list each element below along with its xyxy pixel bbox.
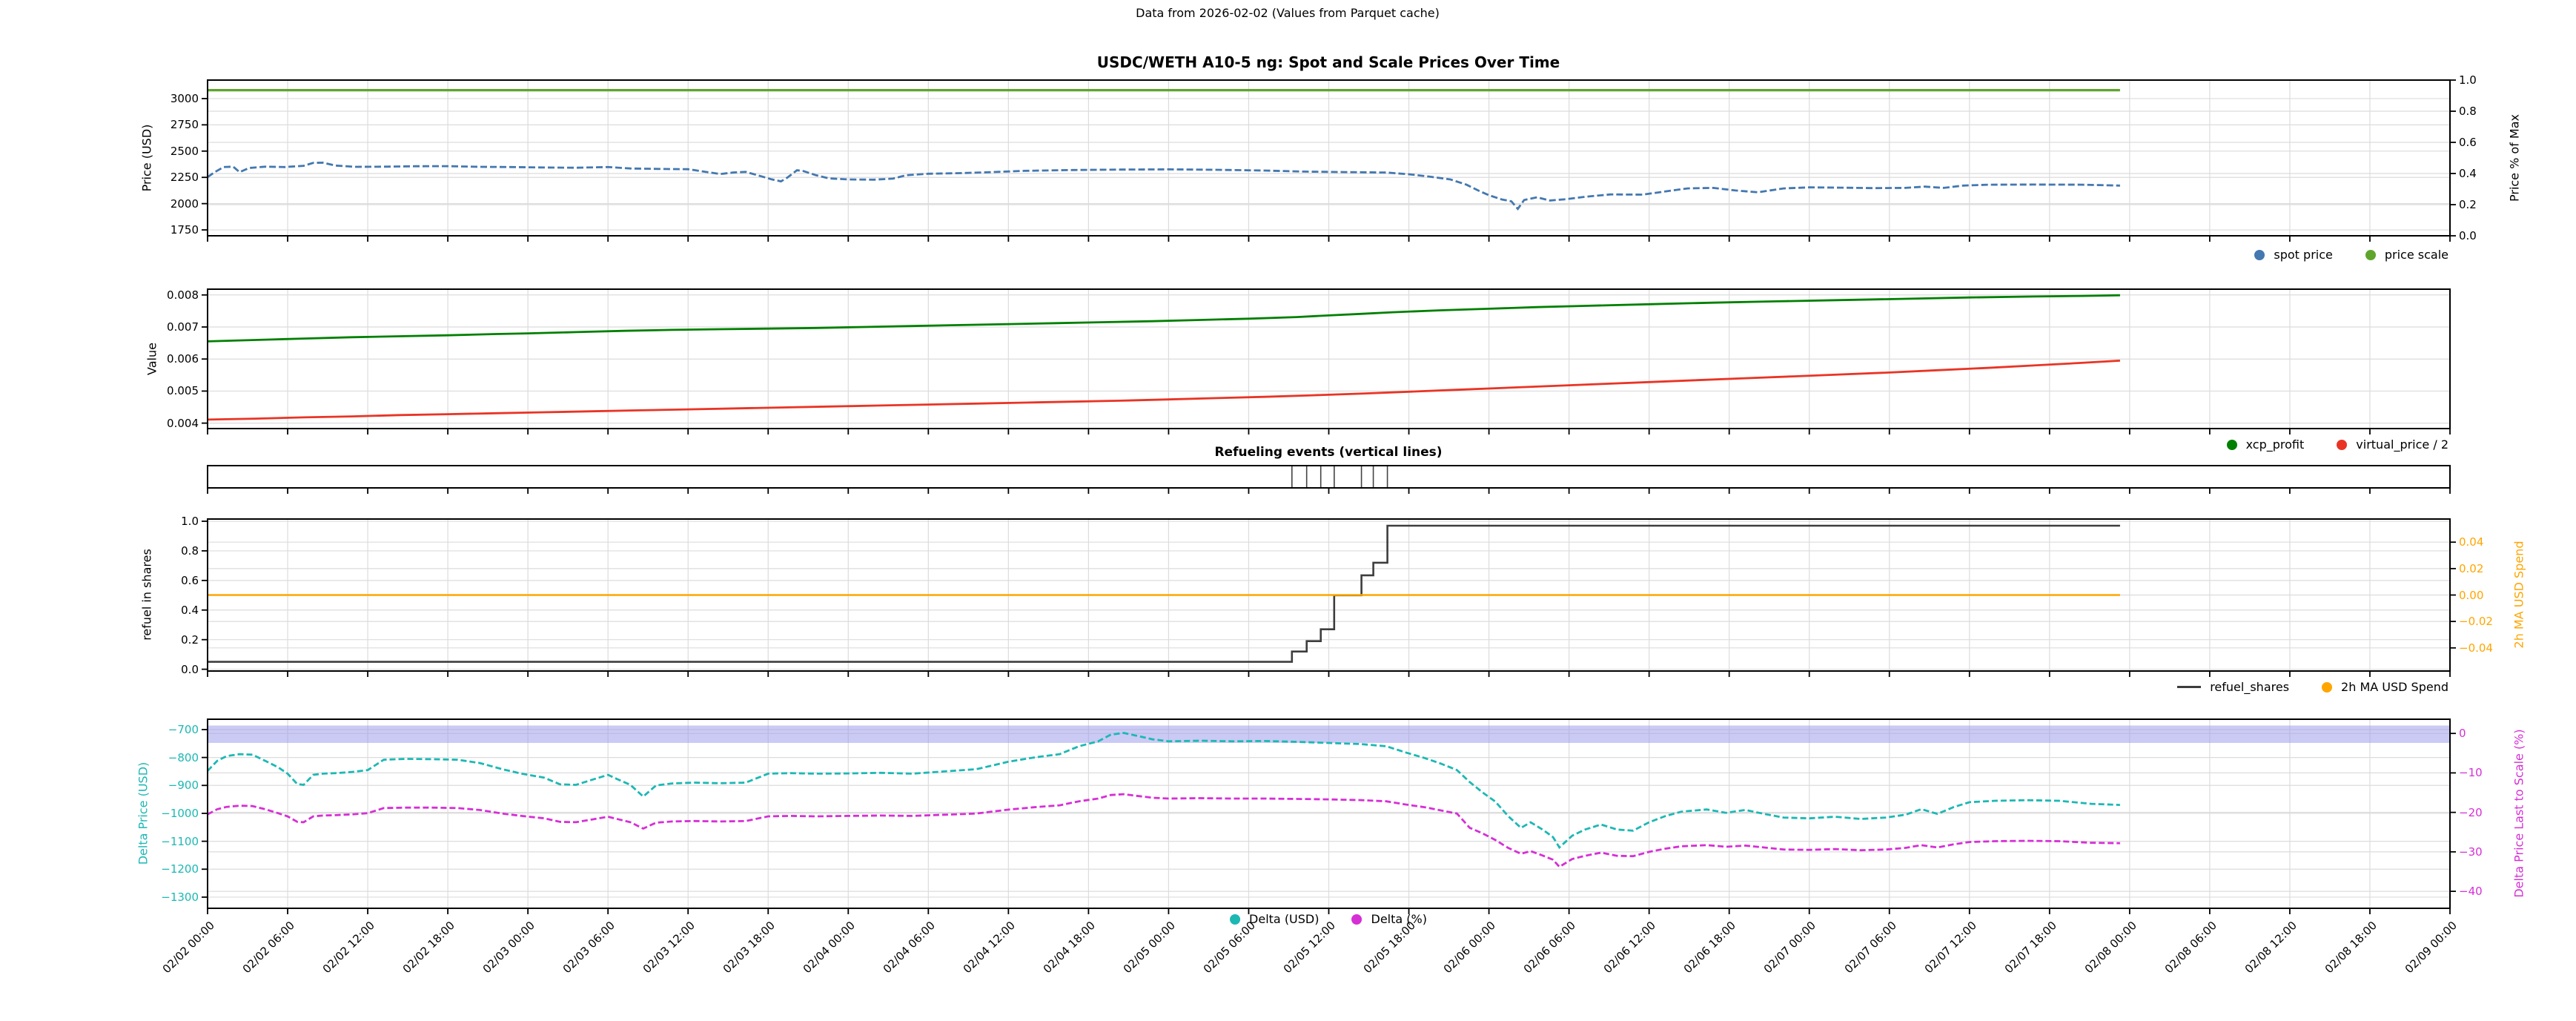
legend-item-delta-pct: Delta (%): [1351, 912, 1427, 926]
delta-left-tick-label: −900: [168, 779, 199, 793]
legend-label: 2h MA USD Spend: [2341, 680, 2448, 694]
legend-label: refuel_shares: [2210, 680, 2290, 694]
value-left-tick-label: 0.005: [167, 384, 199, 398]
value-left-tick-label: 0.007: [167, 320, 199, 334]
delta-left-tick-label: −1000: [161, 806, 199, 820]
value-left-tick-label: 0.008: [167, 288, 199, 302]
refuel-shares-line-icon: [2177, 686, 2202, 688]
usd-spend-dot-icon: [2322, 681, 2333, 693]
delta-left-tick-label: −1300: [161, 890, 199, 904]
xcp-profit-dot-icon: [2226, 439, 2237, 450]
refuel-legend: refuel_shares 2h MA USD Spend: [2177, 680, 2448, 694]
delta-left-tick-label: −800: [168, 750, 199, 764]
price-right-axis-label: Price % of Max: [2507, 114, 2522, 202]
legend-item-refuel-shares: refuel_shares: [2177, 680, 2289, 694]
price-left-axis-label: Price (USD): [139, 124, 154, 192]
refuel-strip-title: Refueling events (vertical lines): [1214, 445, 1443, 460]
price-left-tick-label: 2750: [170, 118, 199, 132]
refuel-left-tick-label: 0.6: [181, 573, 199, 587]
legend-item-virtual-price: virtual_price / 2: [2337, 437, 2448, 452]
spend-right-axis-label: 2h MA USD Spend: [2512, 541, 2526, 649]
price-right-tick-label: 0.4: [2459, 167, 2477, 180]
delta-left-tick-label: −1100: [161, 834, 199, 848]
figure-suptitle: Data from 2026-02-02 (Values from Parque…: [1136, 6, 1440, 20]
delta-legend: Delta (USD) Delta (%): [1230, 912, 1427, 926]
refuel-right-tick-label: −0.02: [2459, 615, 2493, 629]
refuel-left-tick-label: 0.0: [181, 662, 199, 676]
delta-usd-dot-icon: [1230, 913, 1241, 925]
legend-item-delta-usd: Delta (USD): [1230, 912, 1319, 926]
refuel-right-tick-label: −0.04: [2459, 641, 2493, 655]
legend-item-spot-price: spot price: [2254, 248, 2333, 262]
price-legend: spot price price scale: [2254, 248, 2448, 262]
virtual-price-dot-icon: [2337, 439, 2348, 450]
delta-left-axis-label: Delta Price (USD): [136, 761, 150, 865]
price-left-tick-label: 2250: [170, 171, 199, 185]
price-right-tick-label: 0.2: [2459, 198, 2477, 211]
delta-right-tick-label: 0: [2459, 727, 2466, 741]
price-right-tick-label: 0.8: [2459, 105, 2477, 118]
delta-left-tick-label: −1200: [161, 862, 199, 876]
delta-right-tick-label: −40: [2459, 885, 2483, 899]
refuel-right-tick-label: 0.04: [2459, 535, 2484, 549]
legend-label: spot price: [2274, 248, 2333, 262]
refuel-right-tick-label: 0.02: [2459, 561, 2484, 575]
price-left-tick-label: 1750: [170, 223, 199, 237]
delta-pct-dot-icon: [1351, 913, 1363, 925]
price-chart-title: USDC/WETH A10-5 ng: Spot and Scale Price…: [1096, 53, 1560, 71]
spot-price-dot-icon: [2254, 249, 2265, 260]
legend-label: xcp_profit: [2245, 437, 2305, 452]
delta-right-tick-label: −20: [2459, 805, 2483, 819]
price-right-tick-label: 1.0: [2459, 73, 2477, 87]
value-legend: xcp_profit virtual_price / 2: [2226, 437, 2448, 452]
refuel-right-tick-label: 0.00: [2459, 588, 2484, 602]
legend-item-xcp-profit: xcp_profit: [2226, 437, 2305, 452]
delta-left-tick-label: −700: [168, 722, 199, 736]
legend-label: Delta (USD): [1249, 912, 1320, 926]
value-left-axis-label: Value: [145, 343, 159, 375]
price-left-tick-label: 3000: [170, 91, 199, 105]
price-right-tick-label: 0.6: [2459, 136, 2477, 149]
price-right-tick-label: 0.0: [2459, 229, 2477, 242]
value-left-tick-label: 0.006: [167, 352, 199, 366]
delta-right-tick-label: −10: [2459, 766, 2483, 780]
refuel-left-tick-label: 0.4: [181, 603, 199, 617]
refuel-left-axis-label: refuel in shares: [139, 549, 154, 641]
legend-label: virtual_price / 2: [2356, 437, 2448, 452]
price-left-tick-label: 2500: [170, 144, 199, 158]
price-scale-dot-icon: [2365, 249, 2376, 260]
delta-right-tick-label: −30: [2459, 845, 2483, 859]
refuel-left-tick-label: 0.2: [181, 632, 199, 647]
legend-label: price scale: [2384, 248, 2448, 262]
refuel-left-tick-label: 1.0: [181, 514, 199, 528]
refuel-left-tick-label: 0.8: [181, 543, 199, 558]
legend-item-price-scale: price scale: [2365, 248, 2448, 262]
legend-item-usd-spend: 2h MA USD Spend: [2322, 680, 2448, 694]
price-left-tick-label: 2000: [170, 196, 199, 211]
legend-label: Delta (%): [1371, 912, 1427, 926]
value-left-tick-label: 0.004: [167, 416, 199, 430]
delta-right-axis-label: Delta Price Last to Scale (%): [2512, 729, 2526, 898]
